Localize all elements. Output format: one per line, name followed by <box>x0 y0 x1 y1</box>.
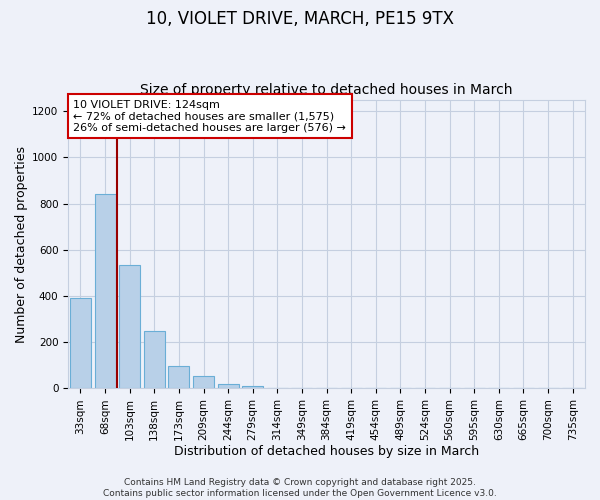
X-axis label: Distribution of detached houses by size in March: Distribution of detached houses by size … <box>174 444 479 458</box>
Text: Contains HM Land Registry data © Crown copyright and database right 2025.
Contai: Contains HM Land Registry data © Crown c… <box>103 478 497 498</box>
Title: Size of property relative to detached houses in March: Size of property relative to detached ho… <box>140 83 513 97</box>
Bar <box>193 376 214 388</box>
Text: 10, VIOLET DRIVE, MARCH, PE15 9TX: 10, VIOLET DRIVE, MARCH, PE15 9TX <box>146 10 454 28</box>
Bar <box>70 298 91 388</box>
Bar <box>242 386 263 388</box>
Bar <box>95 194 116 388</box>
Y-axis label: Number of detached properties: Number of detached properties <box>15 146 28 342</box>
Bar <box>144 331 165 388</box>
Text: 10 VIOLET DRIVE: 124sqm
← 72% of detached houses are smaller (1,575)
26% of semi: 10 VIOLET DRIVE: 124sqm ← 72% of detache… <box>73 100 346 133</box>
Bar <box>169 366 190 388</box>
Bar <box>218 384 239 388</box>
Bar <box>119 265 140 388</box>
